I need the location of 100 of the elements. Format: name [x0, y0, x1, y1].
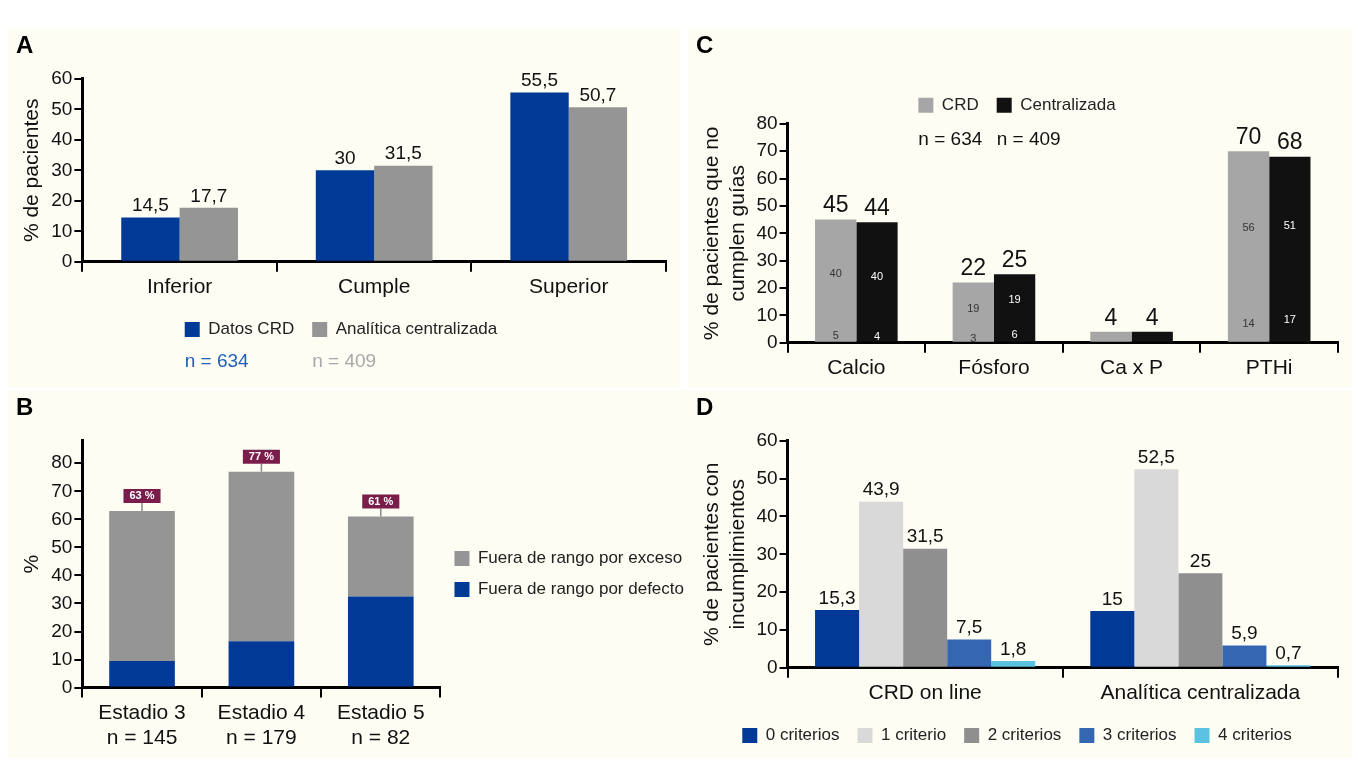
- bar: [1222, 645, 1267, 667]
- y-tick-label: 40: [756, 504, 778, 526]
- text: n = 634: [184, 349, 250, 371]
- y-axis-title: % de pacientes con incumplimientos: [699, 462, 748, 646]
- bar: [347, 516, 414, 597]
- bar: [374, 165, 433, 261]
- y-tick-label: 30: [756, 542, 778, 564]
- y-tick-label: 10: [756, 618, 778, 640]
- bar: [859, 501, 904, 667]
- data-label: 4: [1145, 303, 1159, 330]
- bar: [109, 660, 175, 687]
- data-label: 22: [960, 254, 987, 281]
- bar: [815, 219, 857, 342]
- chart-title: C: [696, 31, 714, 59]
- y-tick-label: 20: [51, 619, 73, 641]
- y-tick-label: 0: [766, 656, 778, 678]
- y-tick-label: 50: [51, 535, 73, 557]
- annotation: 51: [1283, 219, 1296, 232]
- data-label: 52,5: [1137, 445, 1175, 467]
- annotation: 4: [873, 330, 881, 343]
- y-axis-title: % de pacientes que no cumplen guías: [699, 126, 748, 341]
- x-tick-label: Ca x P: [1100, 355, 1164, 379]
- x-tick-label: Fósforo: [958, 355, 1030, 379]
- annotation: n = 409: [996, 127, 1061, 149]
- y-tick-label: 40: [51, 128, 73, 150]
- legend-label: Datos CRD: [208, 319, 295, 339]
- x-tick-label: Superior: [529, 274, 609, 298]
- chart-title: A: [16, 31, 34, 59]
- data-label: 45: [822, 191, 849, 218]
- legend-label: Analítica centralizada: [335, 319, 498, 339]
- y-tick-label: 80: [51, 451, 73, 473]
- legend-label: 3 criterios: [1102, 725, 1177, 745]
- data-label: 14,5: [131, 194, 169, 216]
- y-tick-label: 50: [756, 466, 778, 488]
- data-label: 5,9: [1231, 622, 1258, 644]
- chart-title: B: [16, 393, 34, 421]
- x-tick-label: Estadio 5 n = 82: [337, 700, 425, 749]
- data-label: 15: [1101, 587, 1123, 609]
- data-label: 31,5: [384, 142, 422, 164]
- y-tick-label: 50: [51, 97, 73, 119]
- y-tick-label: 20: [756, 580, 778, 602]
- data-label: 25: [1189, 549, 1211, 571]
- data-label: 17,7: [190, 184, 228, 206]
- data-label: 68: [1277, 128, 1303, 155]
- bar: [121, 217, 180, 261]
- bar: [856, 222, 898, 342]
- bar: [1131, 331, 1173, 342]
- y-tick-label: 30: [51, 158, 73, 180]
- total-label: 77 %: [248, 449, 275, 462]
- annotation: 5: [832, 328, 839, 341]
- y-tick-label: 0: [61, 250, 73, 272]
- annotation: 17: [1283, 312, 1296, 325]
- data-label: 30: [334, 147, 356, 169]
- y-tick-label: 60: [756, 166, 778, 188]
- y-tick-label: 10: [756, 303, 778, 325]
- bar: [228, 641, 295, 687]
- legend-label: 1 criterio: [880, 725, 947, 745]
- legend-label: 4 criterios: [1218, 725, 1292, 745]
- x-tick-label: Calcio: [827, 355, 886, 379]
- data-label: 1,8: [1000, 637, 1027, 659]
- total-label: 61 %: [368, 494, 394, 507]
- data-label: 0,7: [1275, 641, 1302, 663]
- data-label: 31,5: [906, 525, 944, 547]
- bar: [993, 274, 1036, 342]
- legend-label: 2 criterios: [987, 725, 1062, 745]
- data-label: 7,5: [955, 616, 983, 638]
- y-tick-label: 60: [51, 67, 73, 89]
- y-tick-label: 30: [51, 591, 73, 613]
- bar: [991, 660, 1036, 667]
- legend-label: Fuera de rango por defecto: [477, 579, 685, 599]
- annotation: 3: [970, 331, 977, 344]
- legend-label: 0 criterios: [765, 725, 840, 745]
- x-tick-label: Cumple: [337, 274, 411, 298]
- bar: [315, 170, 375, 261]
- data-label: 50,7: [579, 83, 617, 105]
- y-tick-label: 70: [756, 139, 778, 161]
- annotation: n = 634: [918, 127, 983, 149]
- bar: [1178, 573, 1223, 667]
- bar: [568, 107, 628, 261]
- legend-label: CRD: [941, 94, 979, 114]
- bar: [903, 548, 948, 667]
- data-label: 44: [864, 194, 890, 221]
- y-tick-label: 60: [51, 507, 73, 529]
- x-tick-label: CRD on line: [868, 680, 982, 704]
- data-label: 4: [1104, 303, 1118, 330]
- annotation: 6: [1011, 327, 1018, 340]
- bar: [952, 282, 994, 342]
- y-tick-label: 60: [756, 429, 778, 451]
- data-label: 25: [1001, 246, 1028, 273]
- annotation: 14: [1242, 316, 1255, 329]
- annotation: 56: [1242, 220, 1255, 233]
- y-tick-label: 70: [51, 479, 73, 501]
- data-label: 43,9: [862, 478, 900, 500]
- y-tick-label: 10: [51, 219, 73, 241]
- y-tick-label: 10: [51, 647, 73, 669]
- y-tick-label: 40: [756, 221, 778, 243]
- y-axis-title: % de pacientes: [19, 98, 43, 243]
- y-tick-label: 40: [51, 563, 73, 585]
- legend-label: Centralizada: [1020, 94, 1117, 114]
- x-tick-label: Inferior: [146, 274, 213, 298]
